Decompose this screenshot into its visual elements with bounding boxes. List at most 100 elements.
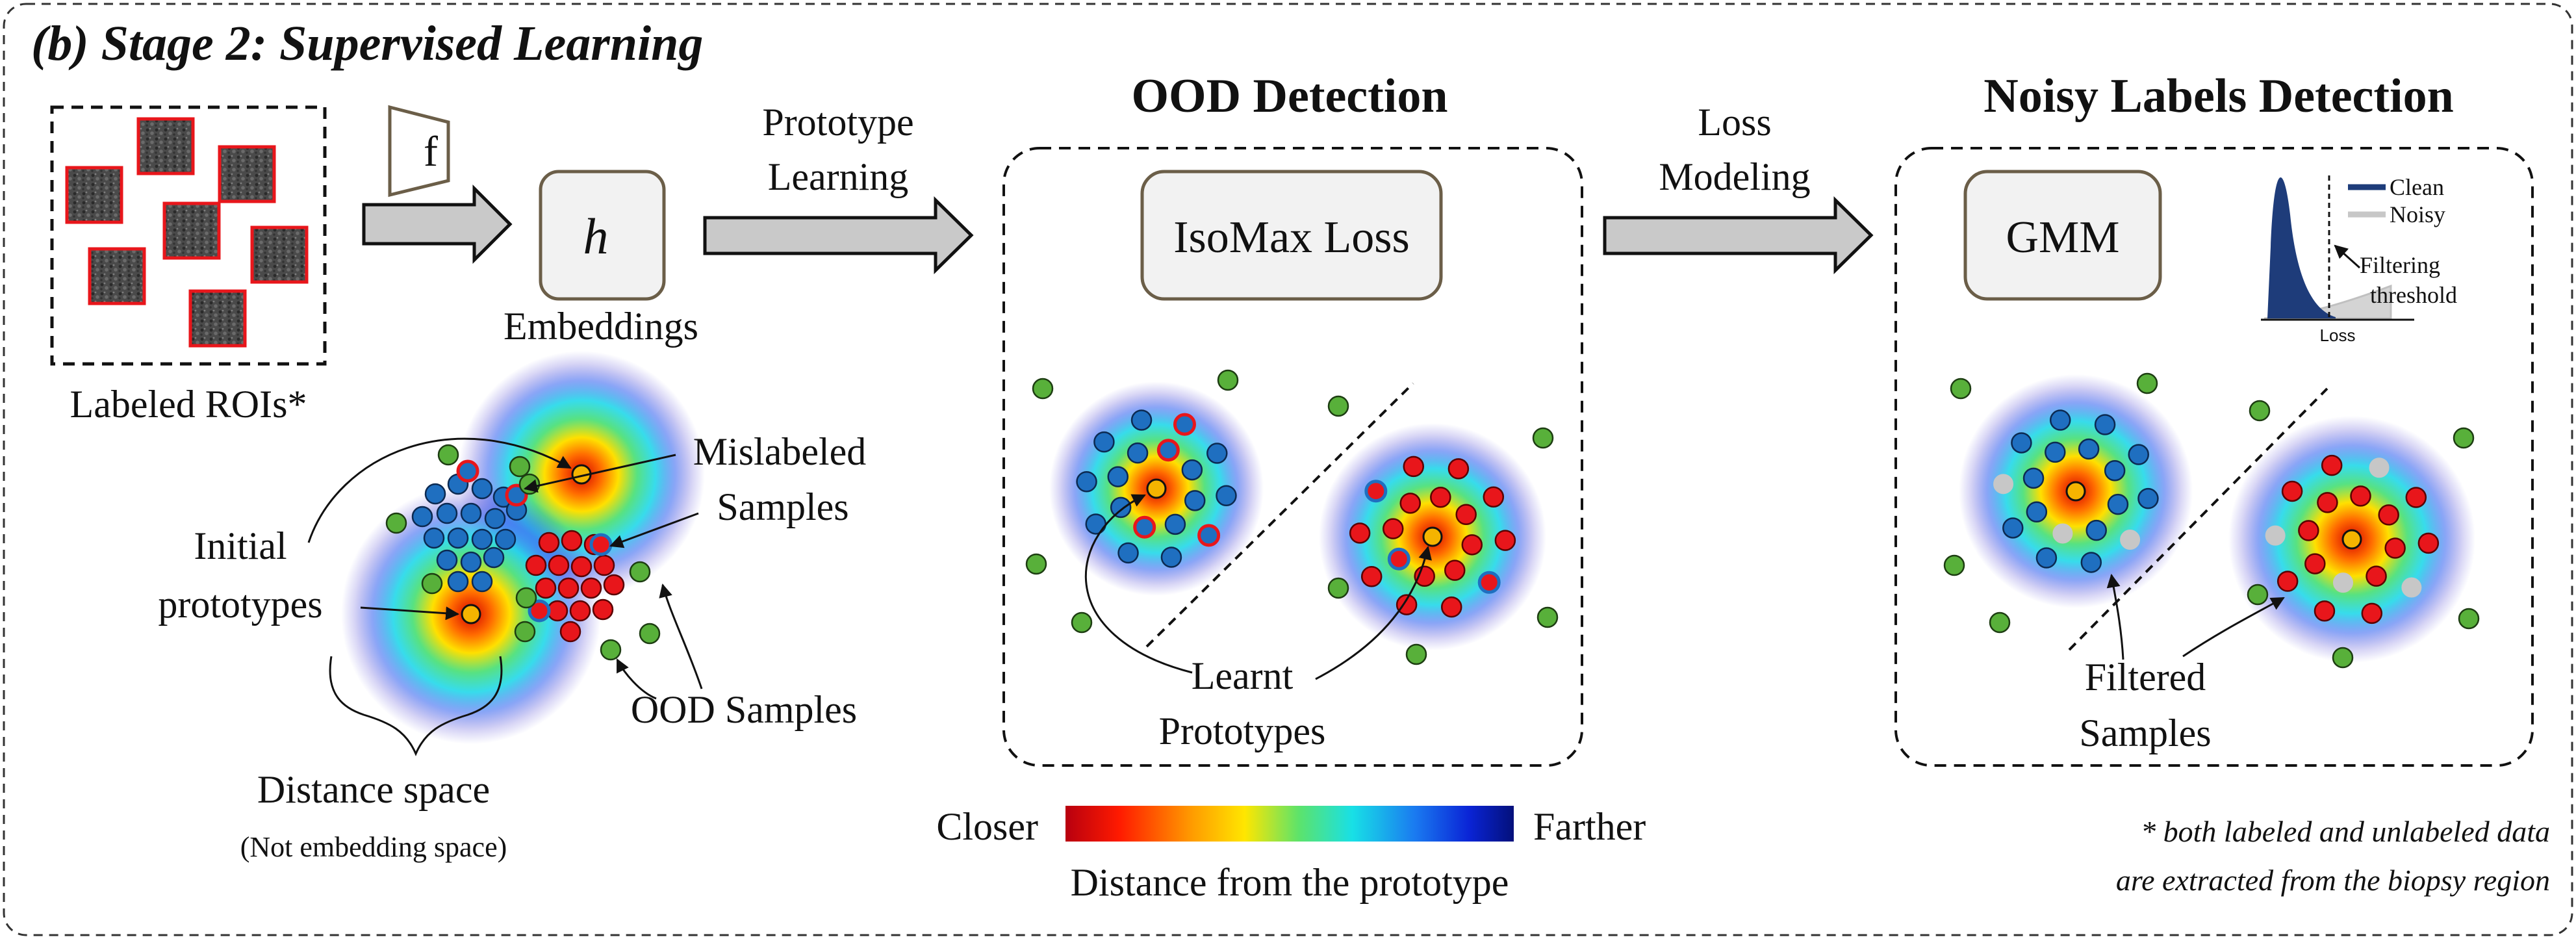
sample-dot [514,621,536,643]
ood-detection-title: OOD Detection [1131,70,1447,123]
sample-dot [424,483,446,505]
ood-detection-panel [1002,147,1583,767]
sample-dot [2035,547,2058,569]
colorbar [1065,806,1514,842]
sample-dot [515,587,537,609]
roi-tile [136,117,195,175]
sample-dot [494,528,516,550]
sample-dot [2002,517,2024,539]
threshold-line2: threshold [2370,282,2457,308]
sample-dot [639,623,661,645]
sample-dot [2298,520,2319,541]
ood-separator [1145,382,1414,648]
sample-dot [1537,606,1559,628]
stage-title: (b) Stage 2: Supervised Learning [31,16,703,71]
mislabeled-line1: Mislabeled [693,430,867,473]
sample-dot [471,528,493,550]
sample-dot [2350,485,2371,507]
sample-dot [1447,458,1470,480]
colorbar-closer: Closer [936,805,1038,848]
sample-dot [1184,490,1206,511]
roi-tile [162,201,221,260]
sample-dot [456,459,479,483]
sample-dot [2304,553,2326,574]
sample-dot [1025,553,1047,575]
sample-dot [460,502,482,524]
learnt-line1: Learnt [1192,654,1294,697]
sample-dot [1110,496,1132,519]
sample-dot [421,572,443,595]
sample-dot [447,527,469,549]
sample-dot [2136,372,2158,394]
sample-dot [629,561,651,583]
clean-curve [2267,177,2336,318]
sample-dot [2361,602,2383,624]
roi-box [50,105,327,366]
sample-dot [2369,457,2390,478]
pointer-ood-2 [616,658,657,700]
sample-dot [483,547,505,569]
sample-dot [1216,485,1237,507]
ood-samples-label: OOD Samples [631,688,857,731]
distance-space-samples [385,444,661,661]
sample-dot [2022,467,2045,489]
sample-dot [437,444,459,466]
sample-dot [471,478,493,500]
distance-space-subtitle: (Not embedding space) [240,831,507,863]
pointer-initial-2 [360,606,460,621]
sample-dot [1217,369,1239,391]
pointer-initial-1 [307,437,572,543]
sample-dot [2321,454,2343,476]
sample-dot [423,527,445,549]
gmm-prototype-1 [2065,481,2086,502]
sample-dot [1127,442,1149,464]
pointer-filtered-2 [2182,597,2285,658]
sample-dot [2104,460,2126,482]
ood-samples [1025,369,1559,665]
sample-dot [1164,513,1186,535]
sample-dot [2120,530,2141,550]
roi-tile [250,225,309,284]
pointer-filtered-1 [2106,573,2124,660]
encoder-shape [388,105,450,198]
sample-dot [2094,414,2116,435]
sample-dot [593,554,615,576]
sample-dot [518,473,541,495]
encoder-label: f [424,128,438,175]
loss-axis-label: Loss [2320,326,2356,345]
pointer-ood-1 [659,583,703,689]
distance-space-brace [329,656,503,756]
learnt-prototype-2 [1422,526,1443,547]
noisy-samples [1943,372,2480,669]
noisy-detection-title: Noisy Labels Detection [1983,70,2454,123]
noisy-detection-panel [1894,147,2534,767]
sample-dot [1943,554,1965,576]
sample-dot [2052,523,2073,544]
sample-dot [1076,470,1097,493]
sample-dot [1133,515,1156,539]
pointer-mislabeled-2 [609,512,699,548]
sample-dot [2332,647,2354,669]
sample-dot [1197,524,1221,547]
prototype-learning-line1: Prototype [762,101,913,144]
sample-dot [2458,608,2480,630]
colorbar-farther: Farther [1533,805,1646,848]
sample-dot [1440,596,1462,618]
loss-modeling-arrow [1603,196,1874,274]
sample-dot [2384,537,2406,559]
mislabeled-line2: Samples [717,485,848,528]
sample-dot [600,639,622,661]
sample-dot [589,533,613,556]
sample-dot [1993,474,2014,495]
sample-dot [2247,584,2269,606]
sample-dot [1532,427,1554,449]
sample-dot [1071,611,1093,634]
isomax-label: IsoMax Loss [1173,212,1410,263]
sample-dot [2078,438,2100,460]
sample-dot [1327,395,1349,417]
sample-dot [525,554,547,576]
sample-dot [1364,480,1388,503]
initial-prototypes-line1: Initial [194,524,287,567]
sample-dot [569,600,591,622]
